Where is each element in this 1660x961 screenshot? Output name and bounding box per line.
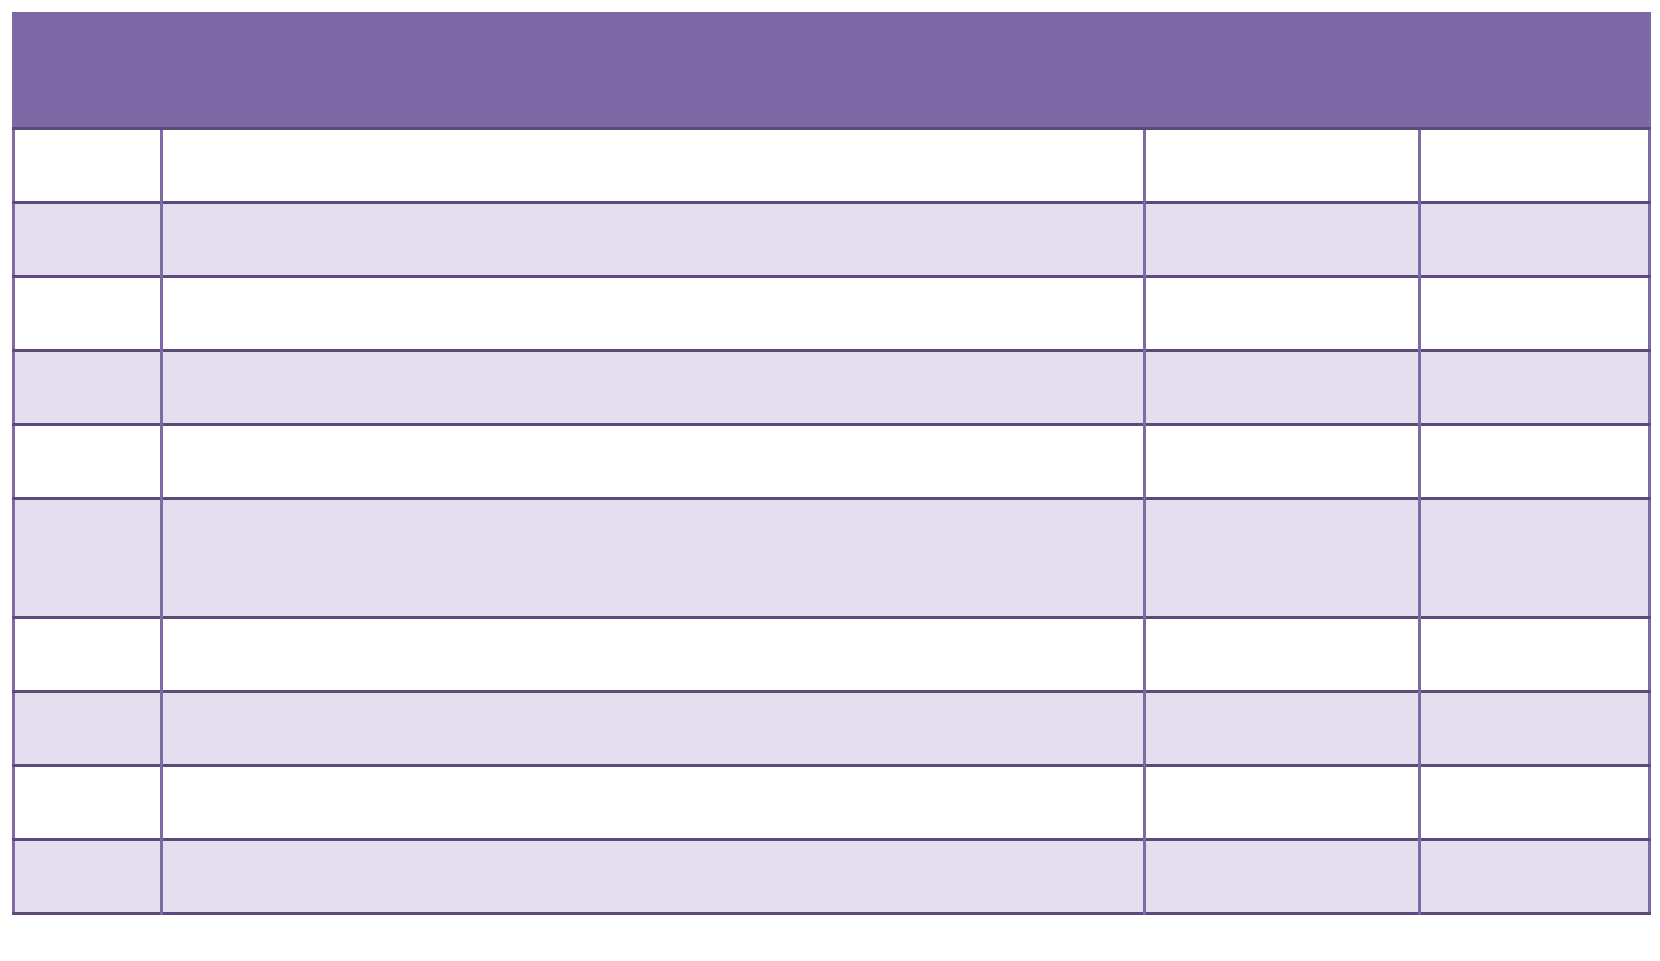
table-row: [13, 764, 1650, 840]
table-row: [13, 127, 1650, 203]
table-row: [13, 349, 1650, 425]
table-cell: [160, 423, 1145, 499]
table-row: [13, 497, 1650, 618]
table-cell: [160, 275, 1145, 351]
table-cell: [160, 764, 1145, 840]
table-cell: [160, 201, 1145, 277]
table-row: [13, 275, 1650, 351]
table-row: [13, 616, 1650, 692]
table-cell: [1418, 838, 1650, 914]
table-cell: [160, 349, 1145, 425]
table-cell: [13, 201, 162, 277]
table-cell: [1143, 690, 1420, 766]
table-cell: [1418, 423, 1650, 499]
table-cell: [160, 838, 1145, 914]
empty-data-table: [12, 12, 1651, 915]
table-row: [13, 423, 1650, 499]
table-cell: [1418, 497, 1650, 618]
table-cell: [160, 127, 1145, 203]
table-cell: [1143, 838, 1420, 914]
table-cell: [1418, 764, 1650, 840]
table-cell: [13, 423, 162, 499]
table-cell: [160, 690, 1145, 766]
table-cell: [13, 127, 162, 203]
table-cell: [1418, 201, 1650, 277]
table-cell: [1143, 201, 1420, 277]
table-cell: [1143, 764, 1420, 840]
table-cell: [13, 690, 162, 766]
table-cell: [13, 616, 162, 692]
table-header-row: [13, 13, 1650, 129]
table-cell: [1418, 616, 1650, 692]
table-cell: [13, 275, 162, 351]
table-cell: [1143, 275, 1420, 351]
table-row: [13, 201, 1650, 277]
table-row: [13, 690, 1650, 766]
table-cell: [13, 349, 162, 425]
table-cell: [13, 764, 162, 840]
table-cell: [1143, 127, 1420, 203]
table-cell: [1418, 690, 1650, 766]
table-cell: [1418, 275, 1650, 351]
table-cell: [1143, 497, 1420, 618]
table-header-cell: [13, 13, 1650, 129]
table-cell: [13, 838, 162, 914]
table-cell: [1143, 616, 1420, 692]
table-row: [13, 838, 1650, 914]
table-cell: [1143, 423, 1420, 499]
table-cell: [13, 497, 162, 618]
table-cell: [160, 616, 1145, 692]
table-cell: [160, 497, 1145, 618]
table-cell: [1418, 349, 1650, 425]
table-cell: [1143, 349, 1420, 425]
table-cell: [1418, 127, 1650, 203]
